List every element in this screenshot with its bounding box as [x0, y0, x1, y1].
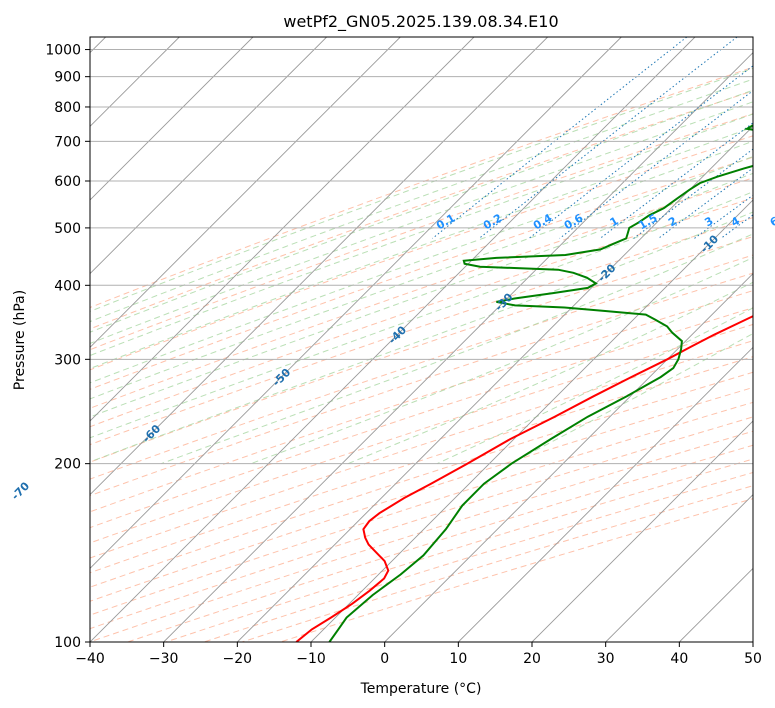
- profile-lines: [295, 124, 753, 642]
- moist-adiabat-line: [90, 113, 753, 357]
- x-tick-label: 30: [597, 651, 615, 667]
- y-tick-label: 300: [54, 352, 81, 368]
- y-axis-ticks: 100 200 300 400 500 600 700 800 900 1000: [45, 43, 90, 651]
- isotherm-line: [90, 37, 254, 201]
- plot-frame: [89, 36, 754, 643]
- moist-adiabat-line: [90, 89, 753, 333]
- moist-adiabat-line: [90, 156, 753, 400]
- isotherm-line: [90, 37, 401, 348]
- y-tick-label: 100: [54, 635, 81, 651]
- isotherm-line: [531, 420, 753, 642]
- dewpoint-profile-line: [328, 124, 753, 642]
- x-axis-label: Temperature (°C): [360, 681, 482, 697]
- x-tick-label: −40: [75, 651, 105, 667]
- dry-adiabat-line: [90, 156, 753, 390]
- mixing-ratio-line: [658, 167, 753, 239]
- isotherm-line: [605, 494, 753, 642]
- y-tick-label: 200: [54, 457, 81, 473]
- isotherm-line: [90, 37, 696, 642]
- moist-adiabat-line: [90, 78, 753, 323]
- dry-adiabat-line: [90, 307, 753, 529]
- isotherm-line: [458, 346, 753, 642]
- isotherm-line: [310, 199, 753, 642]
- mixing-ratio-line: [478, 37, 738, 239]
- isotherm-line: [90, 37, 622, 569]
- dry-adiabat-line: [90, 340, 753, 559]
- isotherm-line: [90, 37, 475, 422]
- dry-adiabat-line: [90, 66, 753, 309]
- moist-adiabat-line: [90, 67, 753, 312]
- temperature-profile-line: [295, 315, 753, 642]
- isotherm-line: [384, 273, 753, 642]
- moist-adiabat-line: [90, 211, 753, 463]
- x-tick-label: −10: [296, 651, 326, 667]
- moist-adiabat-line: [90, 101, 753, 344]
- isotherm-line: [90, 37, 548, 496]
- x-axis-ticks: −40 −30 −20 −10 0 10 20 30 40 50: [75, 642, 762, 667]
- x-tick-label: 50: [744, 651, 762, 667]
- mixing-ratio-line: [559, 90, 753, 239]
- y-tick-label: 700: [54, 134, 81, 150]
- x-tick-label: 40: [670, 651, 688, 667]
- chart-title: wetPf2_GN05.2025.139.08.34.E10: [283, 12, 558, 32]
- dry-adiabat-line: [90, 254, 753, 480]
- y-tick-label: 400: [54, 278, 81, 294]
- dry-adiabat-line: [90, 386, 753, 602]
- dry-adiabat-line: [90, 356, 753, 574]
- isotherm-line: [237, 125, 753, 642]
- dry-adiabat-line: [90, 197, 753, 428]
- dry-adiabat-line: [90, 217, 753, 446]
- moist-adiabat-line: [347, 281, 753, 465]
- background-lines: [90, 37, 753, 642]
- y-tick-label: 600: [54, 174, 81, 190]
- pressure-gridlines: [90, 49, 753, 642]
- x-tick-label: 10: [449, 651, 467, 667]
- isotherm-line: [163, 52, 753, 642]
- y-axis-label: Pressure (hPa): [12, 290, 28, 390]
- x-tick-label: −30: [149, 651, 179, 667]
- y-tick-label: 800: [54, 100, 81, 116]
- moist-adiabat-line: [90, 172, 753, 418]
- dry-adiabat-line: [90, 290, 753, 513]
- moist-adiabat-line: [90, 126, 753, 370]
- x-tick-label: −20: [223, 651, 253, 667]
- dry-adiabat-line: [90, 177, 753, 409]
- y-tick-label: 500: [54, 221, 81, 237]
- x-tick-label: 0: [380, 651, 389, 667]
- moist-adiabat-line: [250, 257, 753, 465]
- mixing-ratio-label: 6: [768, 214, 775, 229]
- y-tick-label: 1000: [45, 43, 81, 59]
- moist-adiabat-line: [90, 140, 753, 384]
- x-tick-label: 20: [523, 651, 541, 667]
- isotherm-line: [90, 37, 327, 275]
- y-tick-label: 900: [54, 70, 81, 86]
